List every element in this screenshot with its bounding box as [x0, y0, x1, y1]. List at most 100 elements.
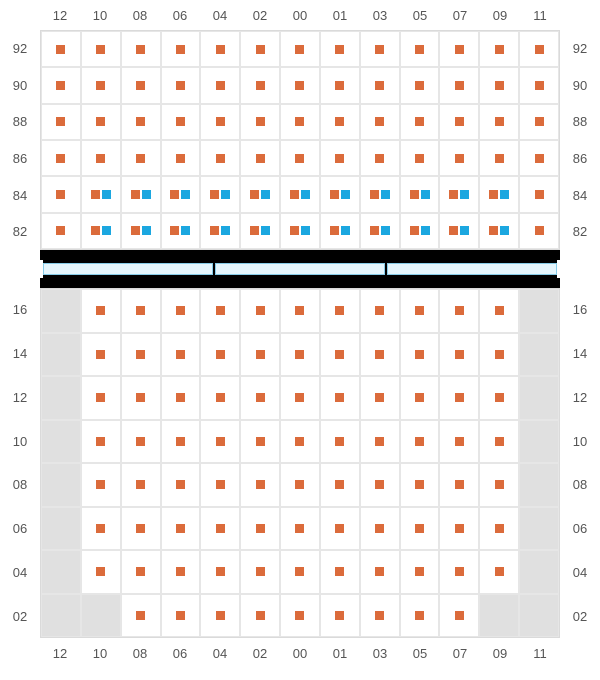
seat-cell[interactable]	[400, 31, 440, 67]
seat-cell[interactable]	[439, 594, 479, 638]
seat-cell[interactable]	[519, 376, 559, 420]
seat-cell[interactable]	[200, 507, 240, 551]
seat-cell[interactable]	[439, 550, 479, 594]
seat-cell[interactable]	[479, 213, 519, 249]
seat-cell[interactable]	[240, 31, 280, 67]
seat-cell[interactable]	[439, 213, 479, 249]
seat-cell[interactable]	[41, 176, 81, 212]
seat-cell[interactable]	[41, 507, 81, 551]
seat-cell[interactable]	[41, 550, 81, 594]
seat-cell[interactable]	[81, 420, 121, 464]
seat-cell[interactable]	[519, 140, 559, 176]
seat-cell[interactable]	[439, 67, 479, 103]
seat-cell[interactable]	[41, 420, 81, 464]
seat-cell[interactable]	[320, 507, 360, 551]
seat-cell[interactable]	[280, 507, 320, 551]
seat-cell[interactable]	[81, 333, 121, 377]
seat-cell[interactable]	[280, 333, 320, 377]
seat-cell[interactable]	[81, 140, 121, 176]
seat-cell[interactable]	[81, 67, 121, 103]
seat-cell[interactable]	[320, 463, 360, 507]
seat-cell[interactable]	[360, 31, 400, 67]
seat-cell[interactable]	[121, 333, 161, 377]
seat-cell[interactable]	[121, 507, 161, 551]
seat-cell[interactable]	[320, 594, 360, 638]
seat-cell[interactable]	[81, 289, 121, 333]
seat-cell[interactable]	[161, 463, 201, 507]
seat-cell[interactable]	[519, 176, 559, 212]
seat-cell[interactable]	[280, 289, 320, 333]
seat-cell[interactable]	[519, 507, 559, 551]
seat-cell[interactable]	[360, 507, 400, 551]
seat-cell[interactable]	[360, 104, 400, 140]
seat-cell[interactable]	[280, 140, 320, 176]
seat-cell[interactable]	[479, 140, 519, 176]
seat-cell[interactable]	[360, 420, 400, 464]
seat-cell[interactable]	[280, 176, 320, 212]
seat-cell[interactable]	[161, 550, 201, 594]
seat-cell[interactable]	[240, 333, 280, 377]
seat-cell[interactable]	[400, 550, 440, 594]
seat-cell[interactable]	[41, 463, 81, 507]
seat-cell[interactable]	[41, 594, 81, 638]
seat-cell[interactable]	[400, 376, 440, 420]
seat-cell[interactable]	[161, 104, 201, 140]
seat-cell[interactable]	[280, 594, 320, 638]
seat-cell[interactable]	[81, 176, 121, 212]
seat-cell[interactable]	[81, 507, 121, 551]
seat-cell[interactable]	[479, 67, 519, 103]
seat-cell[interactable]	[439, 420, 479, 464]
seat-cell[interactable]	[280, 376, 320, 420]
seat-cell[interactable]	[280, 31, 320, 67]
seat-cell[interactable]	[320, 104, 360, 140]
seat-cell[interactable]	[81, 550, 121, 594]
seat-cell[interactable]	[479, 31, 519, 67]
seat-cell[interactable]	[519, 31, 559, 67]
seat-cell[interactable]	[519, 550, 559, 594]
seat-cell[interactable]	[280, 550, 320, 594]
seat-cell[interactable]	[161, 31, 201, 67]
seat-cell[interactable]	[161, 376, 201, 420]
seat-cell[interactable]	[479, 176, 519, 212]
seat-cell[interactable]	[400, 140, 440, 176]
seat-cell[interactable]	[400, 213, 440, 249]
seat-cell[interactable]	[439, 104, 479, 140]
seat-cell[interactable]	[41, 376, 81, 420]
seat-cell[interactable]	[519, 594, 559, 638]
seat-cell[interactable]	[41, 213, 81, 249]
seat-cell[interactable]	[161, 594, 201, 638]
seat-cell[interactable]	[121, 104, 161, 140]
seat-cell[interactable]	[519, 213, 559, 249]
seat-cell[interactable]	[280, 420, 320, 464]
seat-cell[interactable]	[400, 176, 440, 212]
seat-cell[interactable]	[161, 67, 201, 103]
seat-cell[interactable]	[360, 333, 400, 377]
seat-cell[interactable]	[439, 289, 479, 333]
seat-cell[interactable]	[439, 176, 479, 212]
seat-cell[interactable]	[121, 376, 161, 420]
seat-cell[interactable]	[360, 289, 400, 333]
seat-cell[interactable]	[41, 31, 81, 67]
seat-cell[interactable]	[81, 104, 121, 140]
seat-cell[interactable]	[121, 289, 161, 333]
seat-cell[interactable]	[400, 507, 440, 551]
seat-cell[interactable]	[479, 594, 519, 638]
seat-cell[interactable]	[41, 104, 81, 140]
seat-cell[interactable]	[280, 67, 320, 103]
seat-cell[interactable]	[81, 213, 121, 249]
seat-cell[interactable]	[360, 213, 400, 249]
seat-cell[interactable]	[479, 104, 519, 140]
seat-cell[interactable]	[161, 420, 201, 464]
seat-cell[interactable]	[121, 31, 161, 67]
seat-cell[interactable]	[479, 376, 519, 420]
seat-cell[interactable]	[161, 176, 201, 212]
seat-cell[interactable]	[81, 463, 121, 507]
seat-cell[interactable]	[320, 550, 360, 594]
seat-cell[interactable]	[200, 376, 240, 420]
seat-cell[interactable]	[200, 594, 240, 638]
seat-cell[interactable]	[200, 463, 240, 507]
seat-cell[interactable]	[439, 333, 479, 377]
seat-cell[interactable]	[479, 507, 519, 551]
seat-cell[interactable]	[200, 31, 240, 67]
seat-cell[interactable]	[200, 67, 240, 103]
